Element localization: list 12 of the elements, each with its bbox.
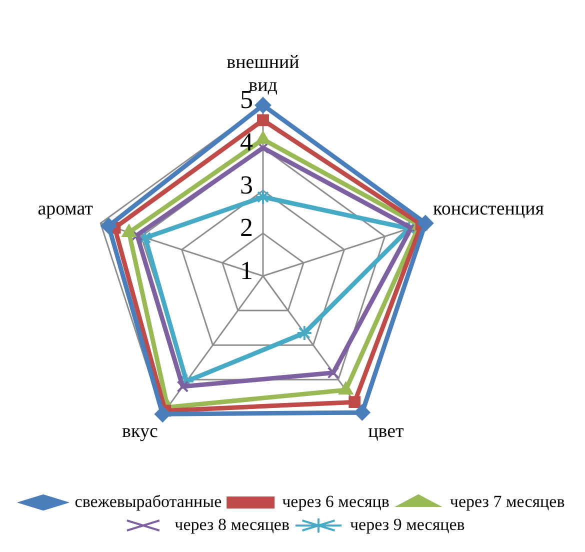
legend-label: через 8 месяцев bbox=[174, 514, 290, 534]
y-tick-label: 1 bbox=[240, 256, 253, 285]
y-tick-label: 2 bbox=[240, 213, 253, 242]
y-tick-label: 3 bbox=[240, 170, 253, 200]
legend-label: через 6 месяцв bbox=[282, 492, 390, 511]
legend-label: через 9 месяцев bbox=[350, 514, 465, 534]
spoke-label: цвет bbox=[368, 421, 405, 442]
spoke-label: консистенция bbox=[433, 198, 544, 220]
legend-label: через 7 месяцев bbox=[450, 492, 565, 511]
spoke-label: вкус bbox=[122, 421, 158, 442]
spoke-label: аромат bbox=[38, 198, 94, 220]
legend-label: свежевыработанные bbox=[74, 492, 222, 511]
